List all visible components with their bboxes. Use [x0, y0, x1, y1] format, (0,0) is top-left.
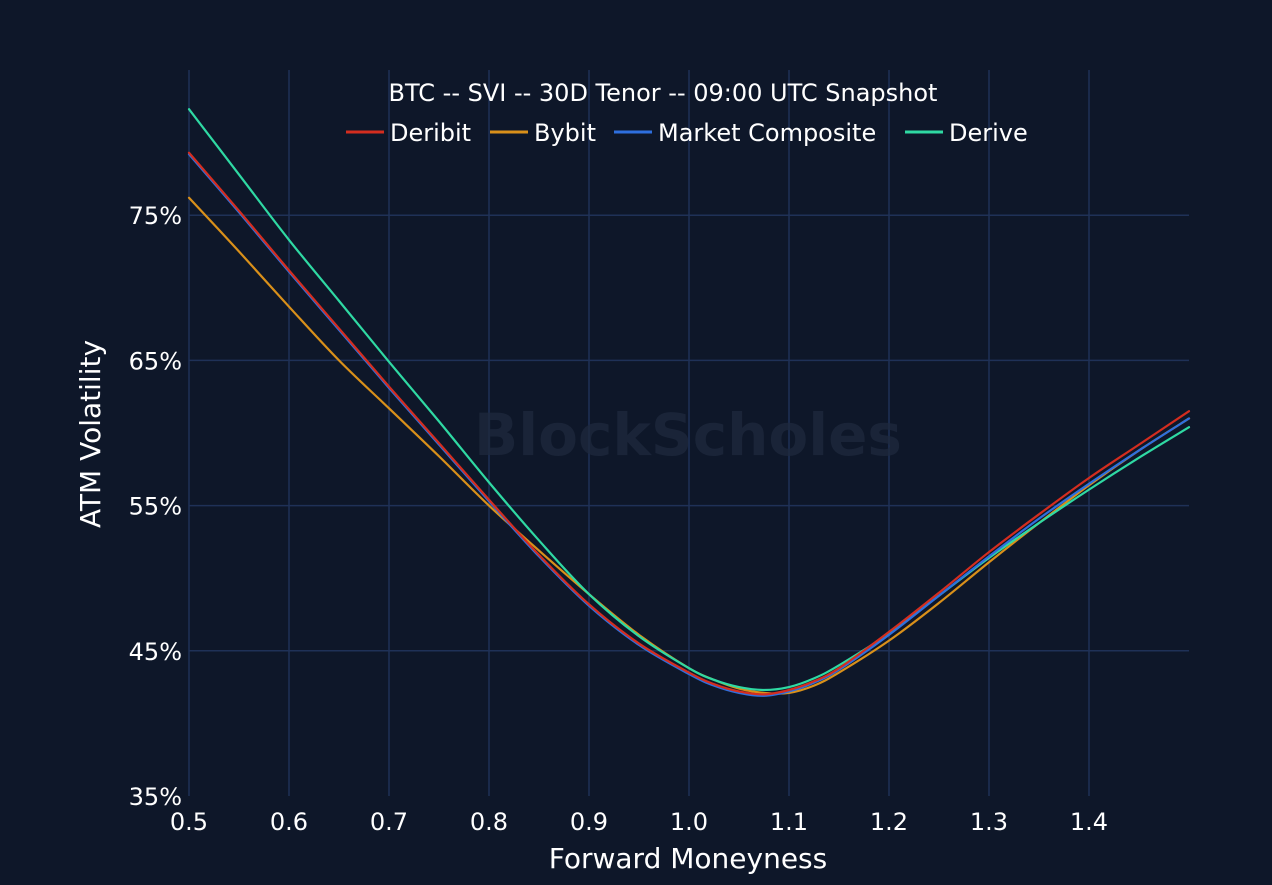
x-axis-label: Forward Moneyness [549, 842, 827, 875]
chart-title: BTC -- SVI -- 30D Tenor -- 09:00 UTC Sna… [389, 79, 938, 107]
x-tick-label: 0.9 [570, 808, 608, 836]
x-tick-label: 0.5 [170, 808, 208, 836]
legend-label: Derive [949, 119, 1028, 147]
y-axis-label: ATM Volatility [74, 340, 107, 528]
x-tick-label: 0.6 [270, 808, 308, 836]
x-axis-ticks: 0.5 0.6 0.7 0.8 0.9 1.0 1.1 1.2 1.3 1.4 [170, 808, 1108, 836]
x-tick-label: 1.0 [670, 808, 708, 836]
x-tick-label: 1.3 [970, 808, 1008, 836]
legend-item-market-composite[interactable]: Market Composite [614, 119, 876, 147]
y-tick-label: 35% [129, 783, 182, 811]
legend-item-derive[interactable]: Derive [905, 119, 1028, 147]
series-lines [187, 108, 1191, 697]
series-line-deribit [187, 151, 1191, 696]
legend-item-bybit[interactable]: Bybit [490, 119, 596, 147]
x-tick-label: 1.1 [770, 808, 808, 836]
y-tick-label: 45% [129, 638, 182, 666]
x-tick-label: 0.8 [470, 808, 508, 836]
x-tick-label: 0.7 [370, 808, 408, 836]
legend-label: Deribit [390, 119, 471, 147]
series-line-derive [187, 108, 1191, 692]
x-tick-label: 1.4 [1070, 808, 1108, 836]
y-tick-label: 75% [129, 202, 182, 230]
y-axis-ticks: 35% 45% 55% 65% 75% [129, 202, 182, 811]
y-tick-label: 65% [129, 347, 182, 375]
x-tick-label: 1.2 [870, 808, 908, 836]
legend: Deribit Bybit Market Composite Derive [346, 119, 1028, 147]
y-tick-label: 55% [129, 493, 182, 521]
legend-label: Bybit [534, 119, 596, 147]
legend-item-deribit[interactable]: Deribit [346, 119, 471, 147]
watermark-text: BlockScholes [474, 401, 902, 469]
legend-label: Market Composite [658, 119, 876, 147]
grid [188, 70, 1189, 796]
